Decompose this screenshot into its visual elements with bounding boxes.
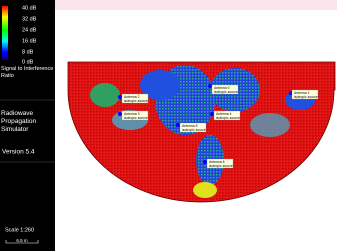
legend-tick: 16 dB bbox=[22, 38, 37, 44]
app-name-box: Radiowave Propagation Simulator bbox=[1, 110, 55, 144]
antenna-kind: isotropic source bbox=[216, 116, 240, 120]
antenna-kind: isotropic source bbox=[294, 95, 318, 99]
legend-tick: 0 dB bbox=[22, 59, 34, 65]
legend-tick: 24 dB bbox=[22, 27, 37, 33]
top-strip bbox=[55, 0, 337, 10]
color-scale bbox=[2, 6, 8, 60]
app-name: Radiowave Propagation Simulator bbox=[1, 110, 41, 134]
legend-title: Signal to Interference Ratio bbox=[1, 66, 55, 79]
antenna-kind: isotropic source bbox=[124, 99, 148, 103]
antenna-kind: isotropic source bbox=[124, 116, 148, 120]
page: 40 dB 32 dB 24 dB 16 dB 8 dB 0 dB Signal… bbox=[0, 0, 337, 251]
legend-tick: 8 dB bbox=[22, 49, 34, 55]
scale-bar-label: 6.5 m bbox=[16, 238, 28, 243]
legend-tick: 40 dB bbox=[22, 5, 37, 11]
screen: 40 dB 32 dB 24 dB 16 dB 8 dB 0 dB Signal… bbox=[0, 0, 337, 251]
antenna-kind: isotropic source bbox=[209, 164, 233, 168]
antenna-kind: isotropic source bbox=[182, 128, 206, 132]
scale-ratio: Scale 1:260 bbox=[5, 227, 34, 233]
legend-tick: 32 dB bbox=[22, 16, 37, 22]
antenna-kind: isotropic source bbox=[214, 90, 238, 94]
legend-title-box: Signal to Interference Ratio bbox=[1, 66, 55, 86]
app-version: Version 5.4 bbox=[2, 149, 35, 156]
